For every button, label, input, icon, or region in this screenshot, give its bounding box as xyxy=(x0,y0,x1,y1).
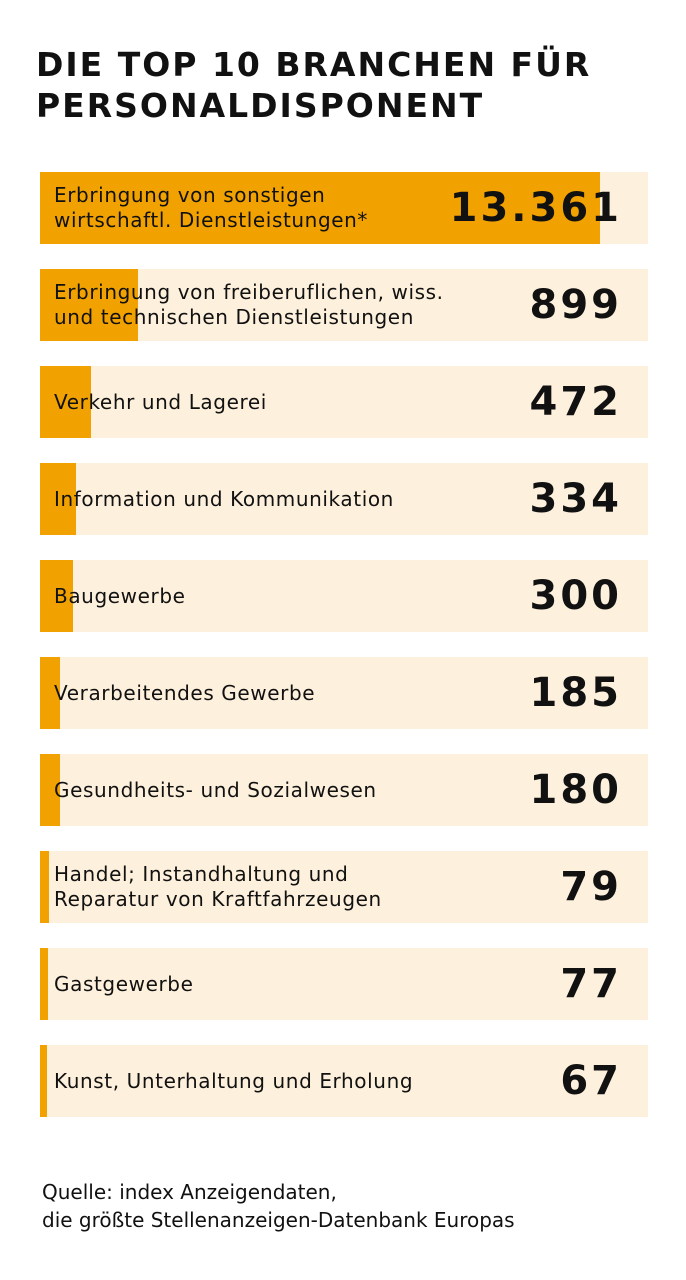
bar-row: Gesundheits- und Sozialwesen 180 xyxy=(40,754,648,826)
bar-row: Verkehr und Lagerei 472 xyxy=(40,366,648,438)
bar-row: Kunst, Unterhaltung und Erholung 67 xyxy=(40,1045,648,1117)
value-label: 472 xyxy=(529,379,622,425)
category-label: Kunst, Unterhaltung und Erholung xyxy=(54,1068,414,1093)
chart-title: DIE TOP 10 BRANCHEN FÜR PERSONALDISPONEN… xyxy=(36,45,592,125)
bar xyxy=(40,172,600,244)
value-label: 79 xyxy=(560,864,622,910)
category-label: Information und Kommunikation xyxy=(54,486,394,511)
value-label: 899 xyxy=(529,282,622,328)
bar-row: Handel; Instandhaltung und Reparatur von… xyxy=(40,851,648,923)
category-label: Verarbeitendes Gewerbe xyxy=(54,680,316,705)
value-label: 180 xyxy=(529,767,622,813)
category-label: Handel; Instandhaltung und Reparatur von… xyxy=(54,862,382,911)
value-label: 185 xyxy=(529,670,622,716)
category-label: Gesundheits- und Sozialwesen xyxy=(54,777,377,802)
bar-row: Baugewerbe 300 xyxy=(40,560,648,632)
bar xyxy=(40,851,49,923)
source-note: Quelle: index Anzeigendaten, die größte … xyxy=(42,1180,515,1232)
bar xyxy=(40,948,49,1020)
value-label: 77 xyxy=(560,961,622,1007)
bar xyxy=(40,754,60,826)
bar-row: Erbringung von sonstigen wirtschaftl. Di… xyxy=(40,172,648,244)
bar-row: Erbringung von freiberuflichen, wiss. un… xyxy=(40,269,648,341)
bar xyxy=(40,1045,48,1117)
bar-row: Verarbeitendes Gewerbe 185 xyxy=(40,657,648,729)
bar xyxy=(40,366,92,438)
value-label: 13.361 xyxy=(449,185,622,231)
category-label: Erbringung von sonstigen wirtschaftl. Di… xyxy=(54,183,369,232)
value-label: 300 xyxy=(529,573,622,619)
bar-row: Gastgewerbe 77 xyxy=(40,948,648,1020)
category-label: Verkehr und Lagerei xyxy=(54,389,267,414)
category-label: Gastgewerbe xyxy=(54,971,194,996)
bar xyxy=(40,269,138,341)
value-label: 67 xyxy=(560,1058,622,1104)
bar-row: Information und Kommunikation 334 xyxy=(40,463,648,535)
bar xyxy=(40,657,61,729)
category-label: Erbringung von freiberuflichen, wiss. un… xyxy=(54,280,444,329)
value-label: 334 xyxy=(529,476,622,522)
bar xyxy=(40,463,77,535)
category-label: Baugewerbe xyxy=(54,583,186,608)
bar xyxy=(40,560,73,632)
